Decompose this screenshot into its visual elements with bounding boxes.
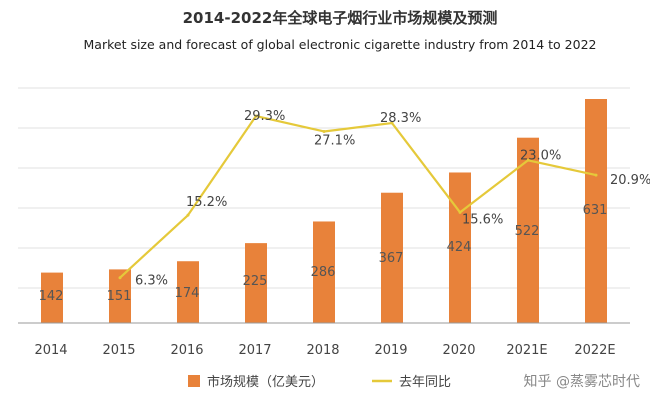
bar-value-label: 151 <box>107 289 132 304</box>
x-tick-label: 2021E <box>506 343 547 358</box>
bar-2018 <box>313 221 335 323</box>
x-tick-label: 2020 <box>442 343 475 358</box>
x-tick-label: 2022E <box>574 343 615 358</box>
legend-bar-swatch <box>188 375 200 387</box>
line-point-2015 <box>118 276 122 280</box>
bar-2017 <box>245 243 267 323</box>
line-value-label: 20.9% <box>610 173 650 188</box>
yoy-line <box>119 114 597 279</box>
chart-subtitle: Market size and forecast of global elect… <box>84 37 597 52</box>
x-tick-label: 2019 <box>374 343 407 358</box>
bar-labels: 142 151 174 225 286 367 424 522 631 <box>39 203 608 304</box>
line-value-label: 6.3% <box>135 274 168 289</box>
bar-value-label: 225 <box>243 274 268 289</box>
line-point-2020 <box>458 210 462 214</box>
line-point-2021e <box>526 158 530 162</box>
x-tick-labels: 2014 2015 2016 2017 2018 2019 2020 2021E 2022E <box>34 343 615 358</box>
line-point-2018 <box>322 129 326 133</box>
line-point-2022e <box>594 173 598 177</box>
bar-value-label: 367 <box>379 251 404 266</box>
bar-2022e <box>585 99 607 323</box>
line-value-label: 28.3% <box>380 111 421 126</box>
line-series <box>118 114 598 280</box>
bar-value-label: 424 <box>447 240 472 255</box>
legend-bar-label: 市场规模（亿美元） <box>207 374 324 390</box>
bar-2015 <box>109 269 131 323</box>
watermark: 知乎 @蒸雾芯时代 <box>524 373 640 390</box>
bar-2019 <box>381 192 403 323</box>
legend-line-label: 去年同比 <box>399 375 451 390</box>
bar-2016 <box>177 261 199 323</box>
line-value-label: 15.2% <box>186 195 227 210</box>
bar-2021e <box>517 137 539 323</box>
bar-value-label: 522 <box>515 224 540 239</box>
bar-value-label: 142 <box>39 289 64 304</box>
line-value-label: 15.6% <box>462 212 503 227</box>
bar-series <box>41 99 607 323</box>
line-point-2019 <box>390 121 394 125</box>
x-tick-label: 2015 <box>102 343 135 358</box>
line-labels: 6.3% 15.2% 29.3% 27.1% 28.3% 15.6% 23.0% 20.9% <box>135 109 650 289</box>
line-point-2016 <box>186 213 190 217</box>
legend: 市场规模（亿美元） 去年同比 <box>188 374 451 390</box>
bar-value-label: 631 <box>583 203 608 218</box>
bar-2020 <box>449 172 471 323</box>
x-tick-label: 2018 <box>306 343 339 358</box>
line-point-2017 <box>254 114 258 118</box>
line-value-label: 23.0% <box>520 148 561 163</box>
x-tick-label: 2016 <box>170 343 203 358</box>
line-value-label: 27.1% <box>314 133 355 148</box>
bar-2014 <box>41 272 63 323</box>
bar-value-label: 286 <box>311 265 336 280</box>
x-tick-label: 2017 <box>238 343 271 358</box>
x-tick-label: 2014 <box>34 343 67 358</box>
bar-value-label: 174 <box>175 286 200 301</box>
line-value-label: 29.3% <box>244 109 285 124</box>
chart-title: 2014-2022年全球电子烟行业市场规模及预测 <box>183 9 498 27</box>
